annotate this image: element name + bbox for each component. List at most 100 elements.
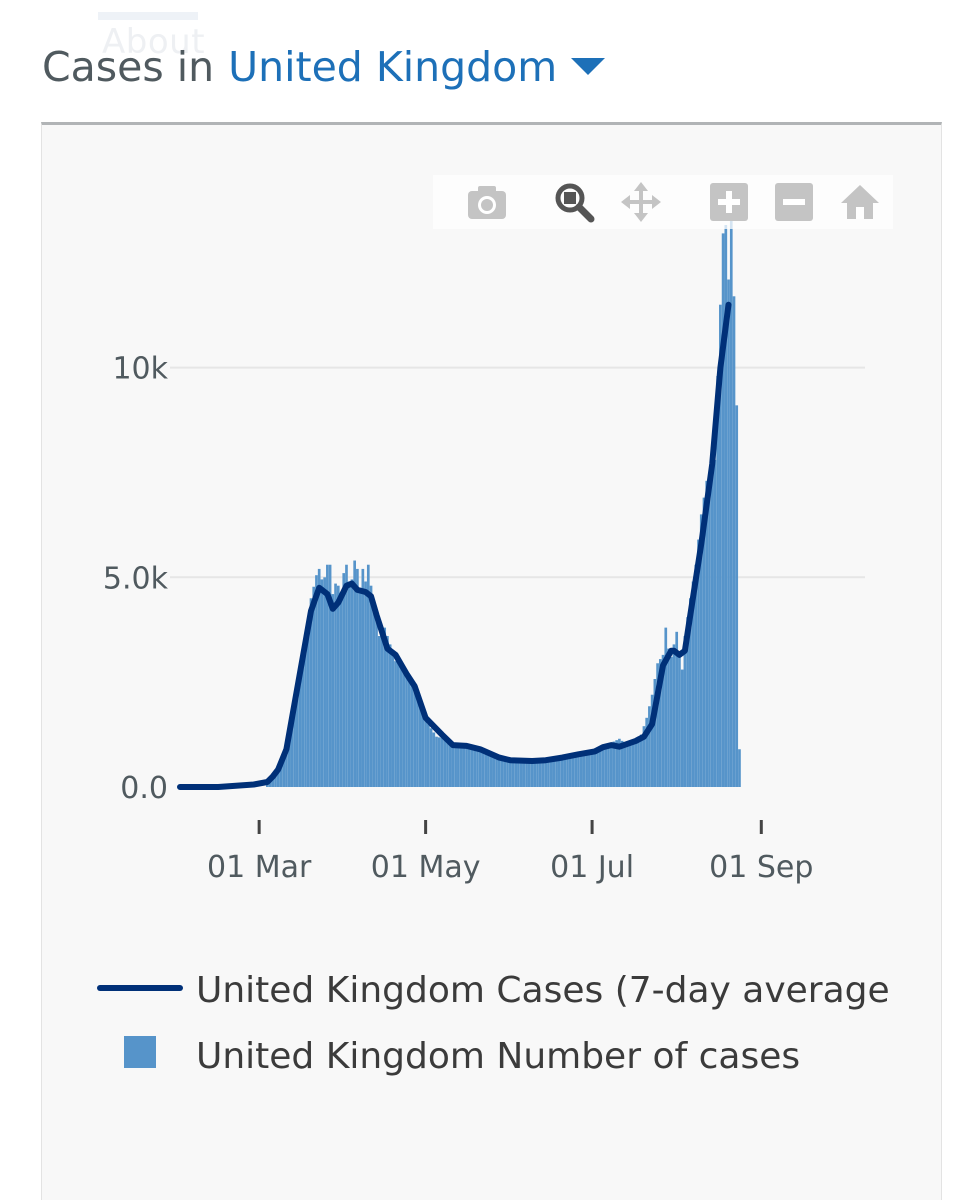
bar [691,581,695,787]
region-selector[interactable]: United Kingdom [228,43,558,91]
bar [386,636,389,787]
bar [716,375,719,787]
bar [396,661,400,787]
bar [268,780,272,787]
legend-label-number[interactable]: United Kingdom Number of cases [196,1036,800,1077]
bar [590,749,594,787]
bar [618,738,621,787]
bar [626,745,629,787]
bar [336,585,340,787]
bar [645,717,649,787]
x-tick-label: 01 Mar [207,850,312,885]
bar [653,679,657,787]
bar [287,726,291,787]
bar [672,644,676,787]
caret-down-icon[interactable] [571,58,606,75]
bar [377,636,381,787]
bar [694,564,698,787]
bar [729,204,733,787]
zoom-icon[interactable] [553,181,595,223]
bar [413,690,417,787]
bar [432,732,436,787]
bar [301,654,305,787]
bar [560,756,564,787]
bar [547,759,550,787]
bar [719,304,722,787]
home-icon[interactable] [839,181,881,223]
x-tick-label: 01 Jul [550,850,634,885]
gridlines [170,366,865,579]
bar [345,564,348,787]
bar [317,568,321,787]
bar [705,480,709,787]
bar [601,746,605,787]
bar [628,742,632,787]
bar [527,761,531,787]
bar [735,405,739,787]
zoom-out-icon[interactable] [773,181,815,223]
bar [443,738,447,787]
bar [328,564,332,787]
bar [347,581,351,787]
bar [407,680,411,787]
bar [508,759,512,787]
bar [440,738,444,787]
bar [489,753,493,787]
pan-icon[interactable] [620,181,662,223]
bar [478,749,482,787]
bar [446,740,449,787]
bar [320,579,324,787]
bar [467,745,471,787]
bar [710,447,714,787]
bar [282,757,286,787]
bar [536,760,539,787]
bar [459,745,463,787]
bar [383,627,387,787]
page-title: Cases in United Kingdom [42,38,606,96]
bar [429,728,433,787]
bar [342,573,346,787]
bar [350,579,354,787]
bar-series [265,204,741,787]
bar [596,747,599,787]
legend-label-average[interactable]: United Kingdom Cases (7-day average [196,970,890,1011]
bar [525,761,528,787]
bar [497,756,501,787]
y-tick-label: 0.0 [120,771,168,806]
bar [664,627,668,787]
bar [380,631,384,787]
bar [435,736,438,787]
bar [634,738,638,787]
seven-day-average-line [177,301,732,790]
bar [309,598,313,787]
bar [615,740,618,787]
bar [522,761,526,787]
bar [503,758,507,787]
bar [399,661,403,787]
bar [607,744,610,787]
y-tick-label: 10k [112,352,168,387]
bar [598,747,602,787]
bar [315,575,318,787]
plot-modebar [433,175,893,229]
bar [339,594,343,787]
bar [306,619,310,787]
bar [588,750,591,787]
bar [563,756,567,787]
camera-icon[interactable] [466,181,508,223]
x-tick-label: 01 Sep [709,850,813,885]
bar [702,497,706,787]
bar [285,742,288,787]
bar [484,750,487,787]
bar [293,696,296,787]
bar [699,514,703,787]
bar [454,743,457,787]
chart-panel [41,122,942,1200]
x-tick-label: 01 May [371,850,481,885]
bar [372,602,376,787]
bar [544,759,548,787]
zoom-in-icon[interactable] [708,181,750,223]
bar [530,761,534,787]
bar [361,568,365,787]
bar [391,652,395,787]
